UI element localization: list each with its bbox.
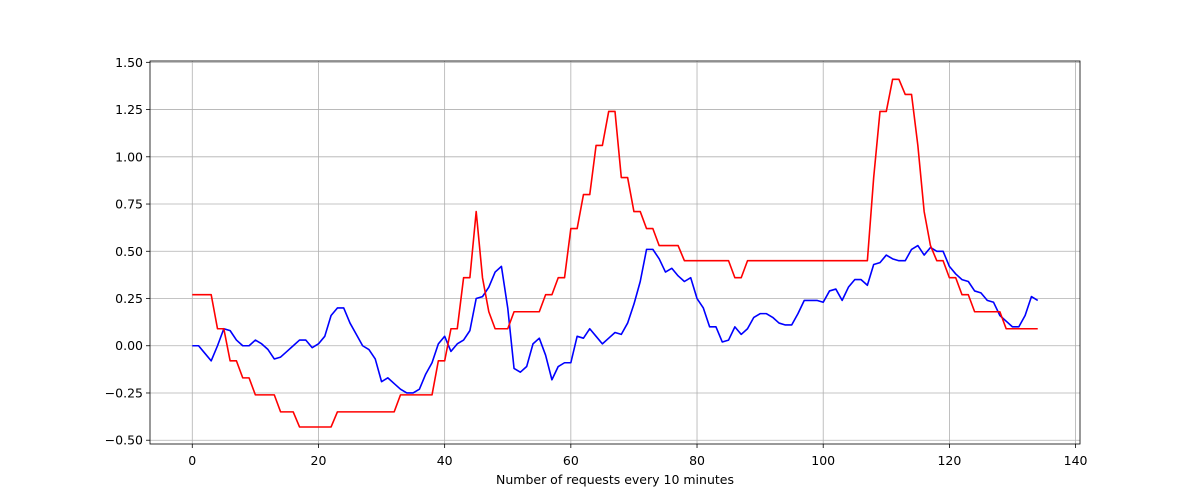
y-tick-label: 0.75 bbox=[115, 197, 143, 212]
x-tick-label: 100 bbox=[811, 453, 835, 468]
x-tick-label: 0 bbox=[188, 453, 196, 468]
y-tick-label: −0.25 bbox=[105, 385, 143, 400]
grid-layer bbox=[150, 61, 1080, 444]
x-tick-label: 80 bbox=[689, 453, 705, 468]
y-tick-label: 0.25 bbox=[115, 291, 143, 306]
line-layer bbox=[192, 78, 1039, 428]
y-tick-label: 0.00 bbox=[115, 338, 143, 353]
x-axis-label: Number of requests every 10 minutes bbox=[496, 472, 734, 487]
data-line bbox=[192, 244, 1039, 394]
x-tick-label: 60 bbox=[563, 453, 579, 468]
x-tick-label: 120 bbox=[937, 453, 961, 468]
x-tick-label: 20 bbox=[311, 453, 327, 468]
y-tick-label: −0.50 bbox=[105, 433, 143, 448]
data-line bbox=[192, 78, 1038, 428]
y-tick-label: 1.25 bbox=[115, 102, 143, 117]
y-tick-label: 1.50 bbox=[115, 55, 143, 70]
x-tick-label: 40 bbox=[437, 453, 453, 468]
y-tick-label: 1.00 bbox=[115, 149, 143, 164]
y-tick-label: 0.50 bbox=[115, 244, 143, 259]
tick-layer: 0 20 40 60 80 100 120 140 −0.50 −0.25 0.00 0.25 0.50… bbox=[105, 55, 1088, 468]
x-tick-label: 140 bbox=[1064, 453, 1088, 468]
plot-frame bbox=[149, 60, 1081, 445]
